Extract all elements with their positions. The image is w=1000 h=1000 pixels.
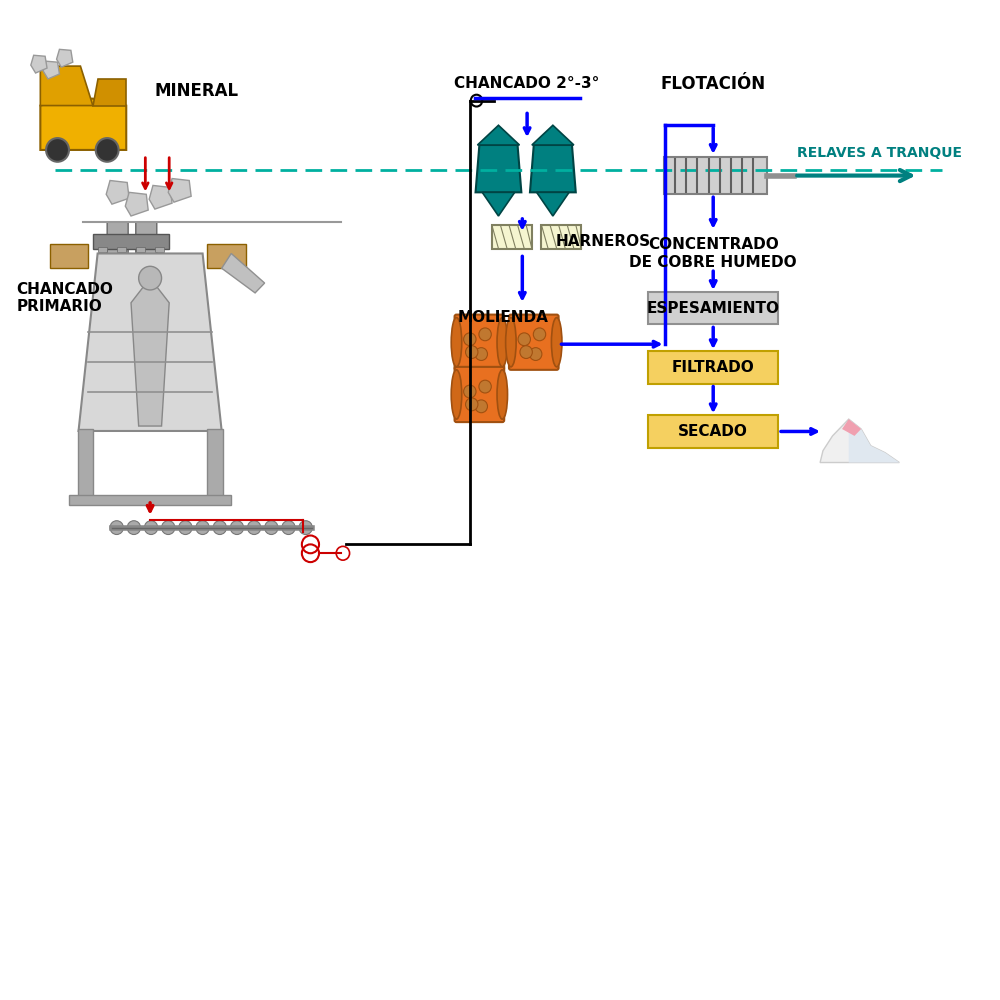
Circle shape	[475, 400, 487, 413]
Ellipse shape	[451, 318, 462, 367]
Polygon shape	[477, 125, 519, 145]
Circle shape	[127, 521, 141, 535]
Text: SECADO: SECADO	[678, 424, 748, 439]
Circle shape	[518, 333, 530, 346]
Polygon shape	[842, 419, 861, 436]
Text: MINERAL: MINERAL	[155, 82, 239, 100]
FancyBboxPatch shape	[648, 415, 778, 448]
Polygon shape	[93, 79, 126, 106]
Circle shape	[213, 521, 226, 535]
Text: CHANCADO
PRIMARIO: CHANCADO PRIMARIO	[16, 282, 113, 314]
Ellipse shape	[506, 318, 516, 367]
Bar	[117, 247, 126, 251]
Circle shape	[529, 348, 542, 360]
Text: HARNEROS: HARNEROS	[556, 234, 651, 249]
Bar	[207, 429, 223, 500]
Circle shape	[265, 521, 278, 535]
Polygon shape	[820, 419, 899, 463]
FancyBboxPatch shape	[492, 225, 532, 249]
Text: ESPESAMIENTO: ESPESAMIENTO	[647, 301, 780, 316]
FancyBboxPatch shape	[509, 315, 559, 370]
Circle shape	[179, 521, 192, 535]
Text: CHANCADO 2°-3°: CHANCADO 2°-3°	[454, 76, 600, 91]
Circle shape	[479, 328, 491, 341]
FancyBboxPatch shape	[541, 225, 581, 249]
Circle shape	[46, 138, 69, 162]
Circle shape	[162, 521, 175, 535]
Circle shape	[464, 385, 476, 398]
Polygon shape	[57, 49, 73, 67]
Circle shape	[479, 380, 491, 393]
FancyBboxPatch shape	[455, 315, 504, 370]
Ellipse shape	[551, 318, 562, 367]
Circle shape	[299, 521, 312, 535]
Circle shape	[139, 266, 162, 290]
Polygon shape	[125, 192, 148, 216]
Polygon shape	[537, 192, 569, 216]
Polygon shape	[31, 55, 47, 73]
Circle shape	[466, 398, 478, 411]
Ellipse shape	[451, 370, 462, 419]
Text: FLOTACIÓN: FLOTACIÓN	[661, 75, 766, 93]
Circle shape	[144, 521, 158, 535]
Text: CONCENTRADO
DE COBRE HUMEDO: CONCENTRADO DE COBRE HUMEDO	[629, 237, 797, 270]
Bar	[50, 244, 88, 268]
Bar	[136, 247, 145, 251]
Circle shape	[110, 521, 123, 535]
Polygon shape	[79, 253, 222, 431]
Polygon shape	[136, 222, 157, 273]
Circle shape	[475, 348, 487, 360]
FancyBboxPatch shape	[664, 157, 767, 194]
Polygon shape	[530, 145, 576, 192]
Circle shape	[247, 521, 261, 535]
Bar	[69, 495, 231, 505]
Polygon shape	[476, 145, 521, 192]
Circle shape	[196, 521, 209, 535]
Polygon shape	[482, 192, 515, 216]
Polygon shape	[168, 179, 191, 202]
Circle shape	[464, 333, 476, 346]
FancyBboxPatch shape	[648, 351, 778, 384]
Text: FILTRADO: FILTRADO	[672, 360, 755, 375]
Bar	[207, 244, 246, 268]
Ellipse shape	[497, 318, 508, 367]
Polygon shape	[222, 253, 265, 293]
Polygon shape	[106, 180, 129, 204]
Ellipse shape	[497, 370, 508, 419]
Circle shape	[96, 138, 119, 162]
Text: RELAVES A TRANQUE: RELAVES A TRANQUE	[797, 146, 962, 160]
Polygon shape	[40, 99, 126, 150]
Text: MOLIENDA: MOLIENDA	[457, 310, 548, 325]
FancyBboxPatch shape	[455, 367, 504, 422]
Bar	[78, 429, 93, 500]
Polygon shape	[532, 125, 574, 145]
Bar	[155, 247, 164, 251]
Bar	[98, 247, 107, 251]
Polygon shape	[849, 419, 899, 463]
FancyBboxPatch shape	[648, 292, 778, 324]
Polygon shape	[149, 185, 172, 209]
Circle shape	[520, 346, 532, 358]
Bar	[93, 234, 169, 249]
Polygon shape	[107, 222, 128, 273]
Circle shape	[533, 328, 546, 341]
Circle shape	[230, 521, 244, 535]
Polygon shape	[43, 61, 59, 79]
Polygon shape	[40, 66, 93, 106]
Circle shape	[282, 521, 295, 535]
Polygon shape	[131, 278, 169, 426]
Circle shape	[466, 346, 478, 358]
